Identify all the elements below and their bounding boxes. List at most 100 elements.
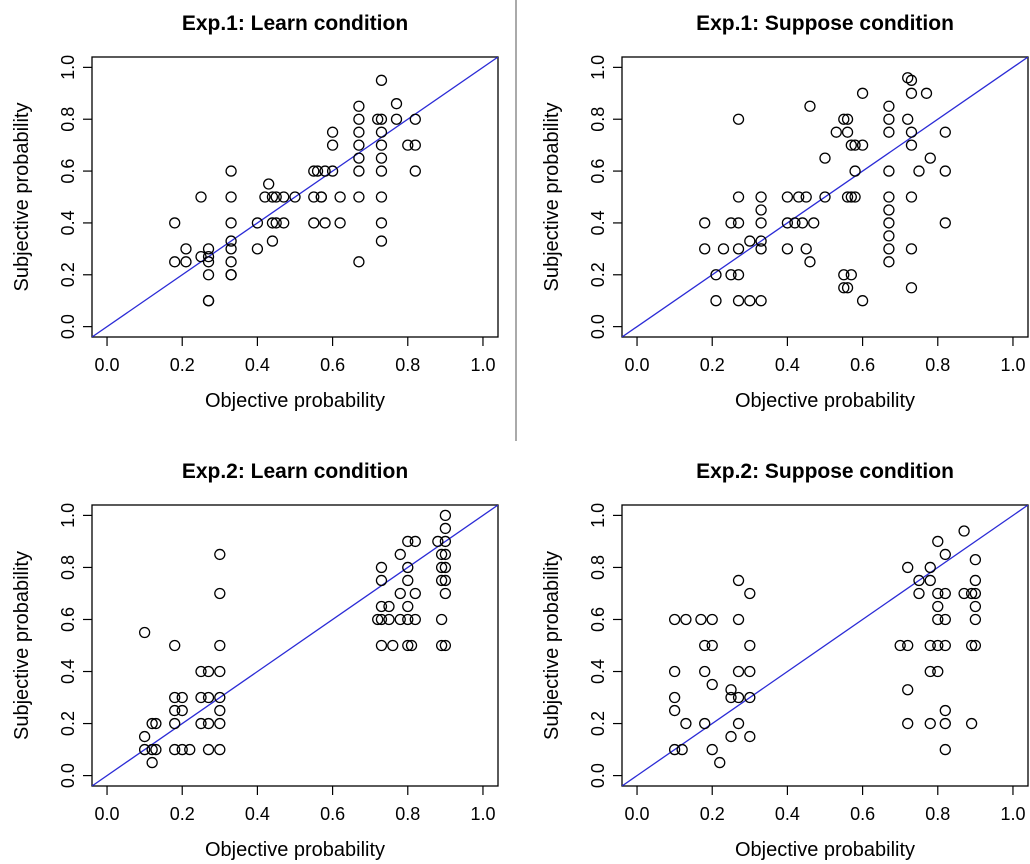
data-point	[202, 295, 215, 307]
data-point	[409, 139, 421, 151]
data-point	[353, 100, 365, 112]
data-point	[849, 139, 861, 151]
y-tick-label: 0.8	[58, 107, 78, 132]
data-point	[326, 126, 339, 138]
data-point	[838, 269, 850, 281]
y-tick-label: 0.8	[588, 107, 608, 132]
data-point	[390, 113, 403, 125]
data-point	[732, 717, 745, 730]
data-point	[353, 191, 365, 203]
data-point	[435, 613, 448, 626]
data-point	[353, 165, 365, 177]
data-point	[402, 535, 414, 548]
data-point	[939, 217, 951, 229]
data-point	[744, 235, 756, 247]
data-point	[259, 191, 271, 203]
data-point	[668, 665, 681, 678]
x-tick-label: 0.6	[320, 804, 345, 824]
data-point	[905, 243, 918, 255]
y-axis-label: Subjective probability	[541, 103, 563, 292]
y-tick-label: 0.0	[58, 314, 78, 339]
data-point	[856, 295, 869, 307]
data-point	[214, 548, 226, 561]
data-point	[969, 600, 982, 613]
data-point	[402, 139, 414, 151]
y-axis-label: Subjective probability	[11, 551, 33, 740]
data-point	[958, 525, 970, 537]
x-tick-label: 1.0	[470, 355, 495, 375]
panel-title: Exp.1: Suppose condition	[696, 12, 954, 35]
y-tick-label: 0.6	[58, 607, 78, 632]
y-tick-label: 1.0	[58, 55, 78, 80]
identity-line	[92, 505, 498, 786]
data-point	[176, 743, 188, 756]
data-point	[969, 587, 982, 600]
data-point	[214, 691, 226, 704]
data-point	[793, 191, 805, 203]
data-point	[932, 665, 944, 678]
data-point	[439, 574, 452, 587]
data-point	[225, 235, 237, 247]
x-tick-label: 0.4	[245, 355, 270, 375]
data-point	[375, 113, 388, 125]
data-point	[796, 217, 809, 229]
data-point	[202, 250, 215, 263]
data-point	[841, 126, 854, 138]
data-point	[180, 243, 192, 255]
data-point	[883, 113, 895, 125]
data-point	[706, 678, 718, 691]
data-point	[969, 613, 982, 626]
plot-frame	[91, 504, 499, 787]
data-point	[146, 756, 158, 769]
data-point	[409, 587, 421, 600]
data-point	[311, 165, 324, 177]
data-point	[150, 743, 162, 756]
data-point	[699, 243, 711, 255]
data-point	[435, 561, 448, 574]
data-point	[409, 613, 421, 626]
data-point	[435, 548, 448, 561]
data-point	[905, 139, 918, 151]
data-point	[883, 191, 895, 203]
data-point	[202, 665, 215, 678]
data-point	[781, 243, 794, 255]
data-point	[939, 587, 951, 600]
data-point	[913, 587, 925, 600]
data-point	[668, 704, 681, 717]
y-tick-label: 0.8	[58, 555, 78, 580]
data-point	[668, 691, 681, 704]
data-point	[725, 691, 737, 704]
data-point	[387, 639, 399, 652]
x-tick-label: 0.8	[925, 355, 950, 375]
data-point	[883, 256, 895, 268]
data-point	[781, 217, 794, 229]
data-point	[214, 639, 226, 652]
panel-exp2-suppose: Exp.2: Suppose condition Objective proba…	[541, 460, 1029, 861]
data-point	[924, 665, 936, 678]
data-point	[819, 152, 831, 164]
data-point	[845, 191, 857, 203]
data-point	[138, 743, 151, 756]
y-tick-label: 0.8	[588, 555, 608, 580]
data-point	[830, 126, 842, 138]
data-point	[902, 717, 914, 730]
data-point	[939, 126, 951, 138]
y-tick-label: 0.4	[588, 210, 608, 235]
y-axis-label: Subjective probability	[11, 103, 33, 292]
data-point	[883, 165, 895, 177]
data-point	[883, 204, 895, 216]
data-point	[402, 613, 414, 626]
plot-frame	[621, 504, 1029, 787]
data-point	[334, 217, 346, 229]
data-point	[725, 684, 737, 696]
panel-title: Exp.2: Learn condition	[182, 460, 408, 483]
y-tick-label: 1.0	[588, 55, 608, 80]
data-point	[939, 613, 951, 626]
data-point	[800, 243, 812, 255]
data-point	[439, 509, 452, 522]
data-point	[732, 113, 745, 125]
data-point	[202, 743, 215, 756]
data-point	[278, 191, 290, 203]
data-point	[883, 217, 895, 229]
data-point	[270, 217, 282, 229]
